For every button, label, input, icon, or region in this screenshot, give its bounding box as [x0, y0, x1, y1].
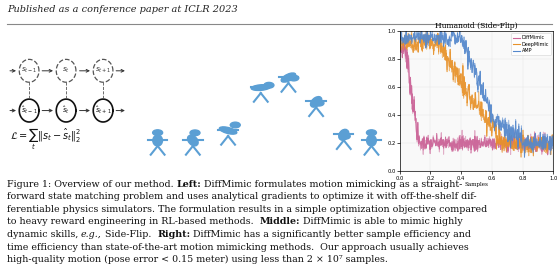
Circle shape: [367, 130, 376, 136]
Text: Left:: Left:: [176, 180, 201, 189]
Ellipse shape: [339, 129, 349, 140]
Title: Humanoid (Side-Flip): Humanoid (Side-Flip): [435, 22, 518, 30]
Text: Published as a conference paper at ICLR 2023: Published as a conference paper at ICLR …: [7, 5, 238, 14]
Text: time efficiency than state-of-the-art motion mimicking methods.  Our approach us: time efficiency than state-of-the-art mo…: [7, 242, 468, 252]
Ellipse shape: [188, 135, 198, 146]
Ellipse shape: [153, 135, 163, 146]
Text: $\hat{s}_t$: $\hat{s}_t$: [62, 105, 70, 116]
Ellipse shape: [367, 135, 376, 146]
Text: $\mathcal{L} = \sum_t\|s_t - \hat{s}_t\|_2^2$: $\mathcal{L} = \sum_t\|s_t - \hat{s}_t\|…: [10, 126, 81, 152]
Circle shape: [264, 82, 274, 88]
Text: $s_{t-1}$: $s_{t-1}$: [21, 66, 37, 75]
Ellipse shape: [281, 73, 296, 82]
Circle shape: [340, 133, 350, 139]
Text: $\hat{s}_{t+1}$: $\hat{s}_{t+1}$: [94, 105, 111, 116]
Circle shape: [230, 122, 240, 128]
Text: DiffMimic formulates motion mimicking as a straight-: DiffMimic formulates motion mimicking as…: [201, 180, 462, 189]
Circle shape: [190, 130, 200, 136]
Text: DiffMimic is able to mimic highly: DiffMimic is able to mimic highly: [300, 217, 463, 226]
Text: high-quality motion (pose error < 0.15 meter) using less than 2 × 10⁷ samples.: high-quality motion (pose error < 0.15 m…: [7, 255, 387, 264]
Text: e.g.,: e.g.,: [81, 230, 102, 239]
Text: forward state matching problem and uses analytical gradients to optimize it with: forward state matching problem and uses …: [7, 192, 476, 201]
Ellipse shape: [310, 97, 322, 107]
Legend: DiffMimic, DeepMimic, AMP: DiffMimic, DeepMimic, AMP: [511, 33, 551, 55]
X-axis label: Samples: Samples: [465, 182, 489, 187]
Circle shape: [314, 100, 324, 106]
Circle shape: [153, 130, 163, 136]
Text: Figure 1: Overview of our method.: Figure 1: Overview of our method.: [7, 180, 176, 189]
Ellipse shape: [251, 85, 271, 90]
Ellipse shape: [219, 127, 237, 134]
Circle shape: [289, 75, 299, 81]
Text: Middle:: Middle:: [259, 217, 300, 226]
Text: to heavy reward engineering in RL-based methods.: to heavy reward engineering in RL-based …: [7, 217, 259, 226]
Text: ferentiable physics simulators. The formulation results in a simple optimization: ferentiable physics simulators. The form…: [7, 205, 487, 214]
Text: $\hat{s}_{t-1}$: $\hat{s}_{t-1}$: [21, 105, 37, 116]
Text: Right:: Right:: [157, 230, 190, 239]
Text: $s_{t+1}$: $s_{t+1}$: [95, 66, 111, 75]
Text: DiffMimic has a significantly better sample efficiency and: DiffMimic has a significantly better sam…: [190, 230, 471, 239]
Text: Side-Flip.: Side-Flip.: [102, 230, 157, 239]
Text: dynamic skills,: dynamic skills,: [7, 230, 81, 239]
Text: $s_t$: $s_t$: [62, 66, 70, 75]
